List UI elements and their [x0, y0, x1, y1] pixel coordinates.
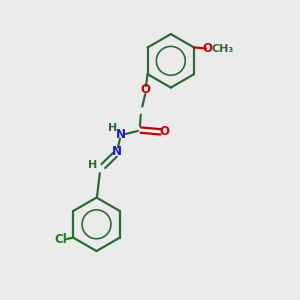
- Text: H: H: [108, 123, 117, 133]
- Text: CH₃: CH₃: [212, 44, 234, 54]
- Text: Cl: Cl: [54, 233, 67, 246]
- Text: O: O: [159, 125, 169, 138]
- Text: O: O: [140, 83, 150, 96]
- Text: N: N: [116, 128, 126, 141]
- Text: O: O: [202, 42, 213, 56]
- Text: H: H: [88, 160, 97, 170]
- Text: N: N: [112, 145, 122, 158]
